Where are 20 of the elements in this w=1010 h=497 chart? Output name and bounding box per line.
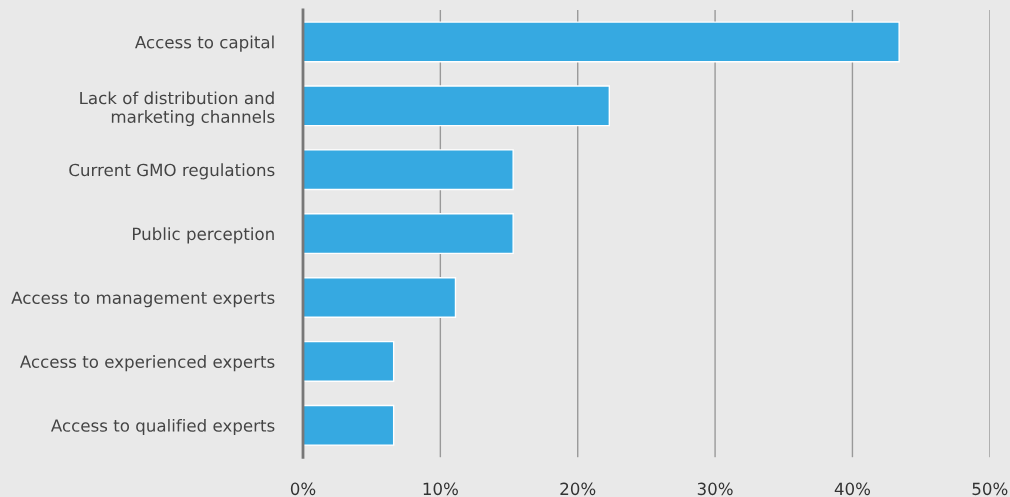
bar [303, 85, 611, 127]
x-tick-label: 40% [834, 482, 871, 496]
x-tick-label: 20% [560, 482, 596, 496]
x-tick-label: 10% [423, 482, 458, 496]
bar [303, 149, 514, 191]
x-tick-label: 30% [697, 482, 733, 496]
bar [303, 340, 395, 382]
bar [303, 21, 900, 63]
y-tick-label: Lack of distribution and marketing channels [80, 91, 275, 127]
y-tick-label: Public perception [133, 227, 274, 244]
y-tick-label: Current GMO regulations [69, 163, 275, 180]
x-tick-label: 0% [290, 482, 316, 496]
bar [303, 213, 514, 255]
bar [303, 276, 457, 318]
y-tick-label: Access to management experts [11, 291, 275, 308]
bar [303, 404, 395, 446]
x-tick-label: 50% [972, 482, 1008, 496]
y-tick-label: Access to qualified experts [50, 418, 275, 436]
y-tick-label: Access to capital [135, 35, 274, 52]
y-tick-label: Access to experienced experts [19, 355, 275, 372]
